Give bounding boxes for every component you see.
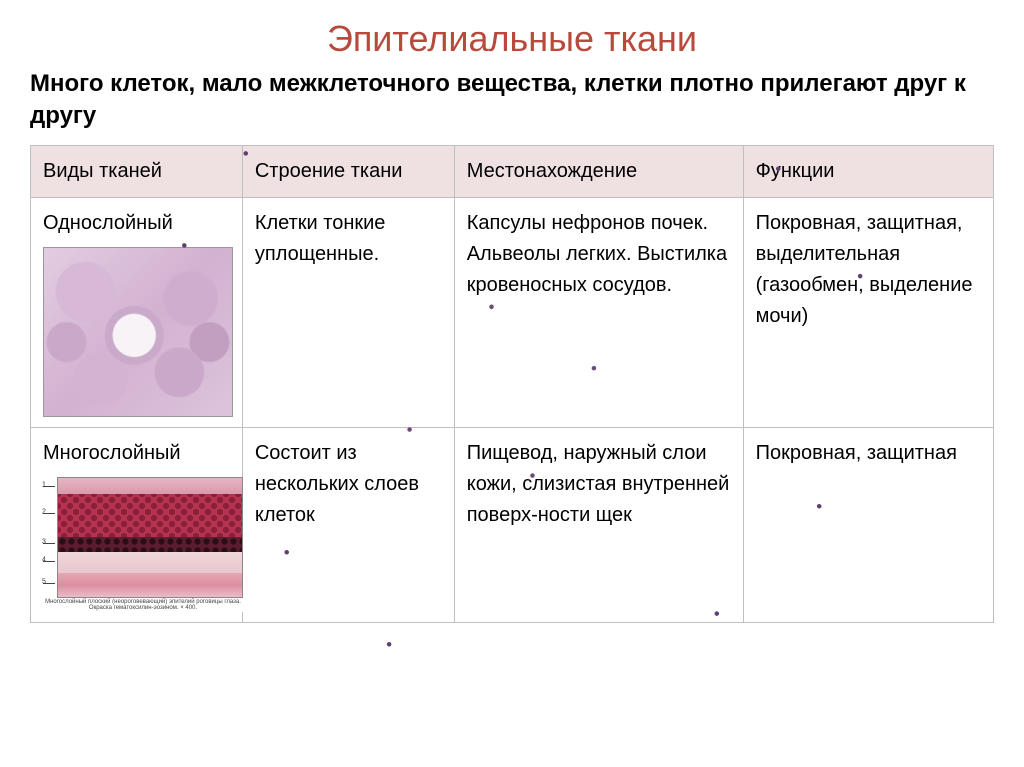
table-row: Однослойный Клетки тонкие уплощенные. Ка…	[31, 197, 994, 427]
ruler: 1 2 3 4 5	[43, 477, 55, 598]
tissue-image-single	[43, 247, 233, 417]
tissue-table: Виды тканей Строение ткани Местонахожден…	[30, 145, 994, 623]
micrograph-icon	[44, 248, 232, 416]
layer-4	[58, 552, 242, 573]
slide: Эпителиальные ткани Много клеток, мало м…	[0, 0, 1024, 767]
layer-1	[58, 478, 242, 495]
image-caption: Многослойный плоский (неороговевающий) э…	[43, 599, 243, 612]
cell-type: Однослойный	[31, 197, 243, 427]
layers-diagram	[57, 477, 243, 598]
layer-5	[58, 573, 242, 597]
layer-2	[58, 494, 242, 537]
tissue-image-stratified: 1 2 3 4 5 Многосло	[43, 477, 243, 612]
layer-3	[58, 537, 242, 551]
